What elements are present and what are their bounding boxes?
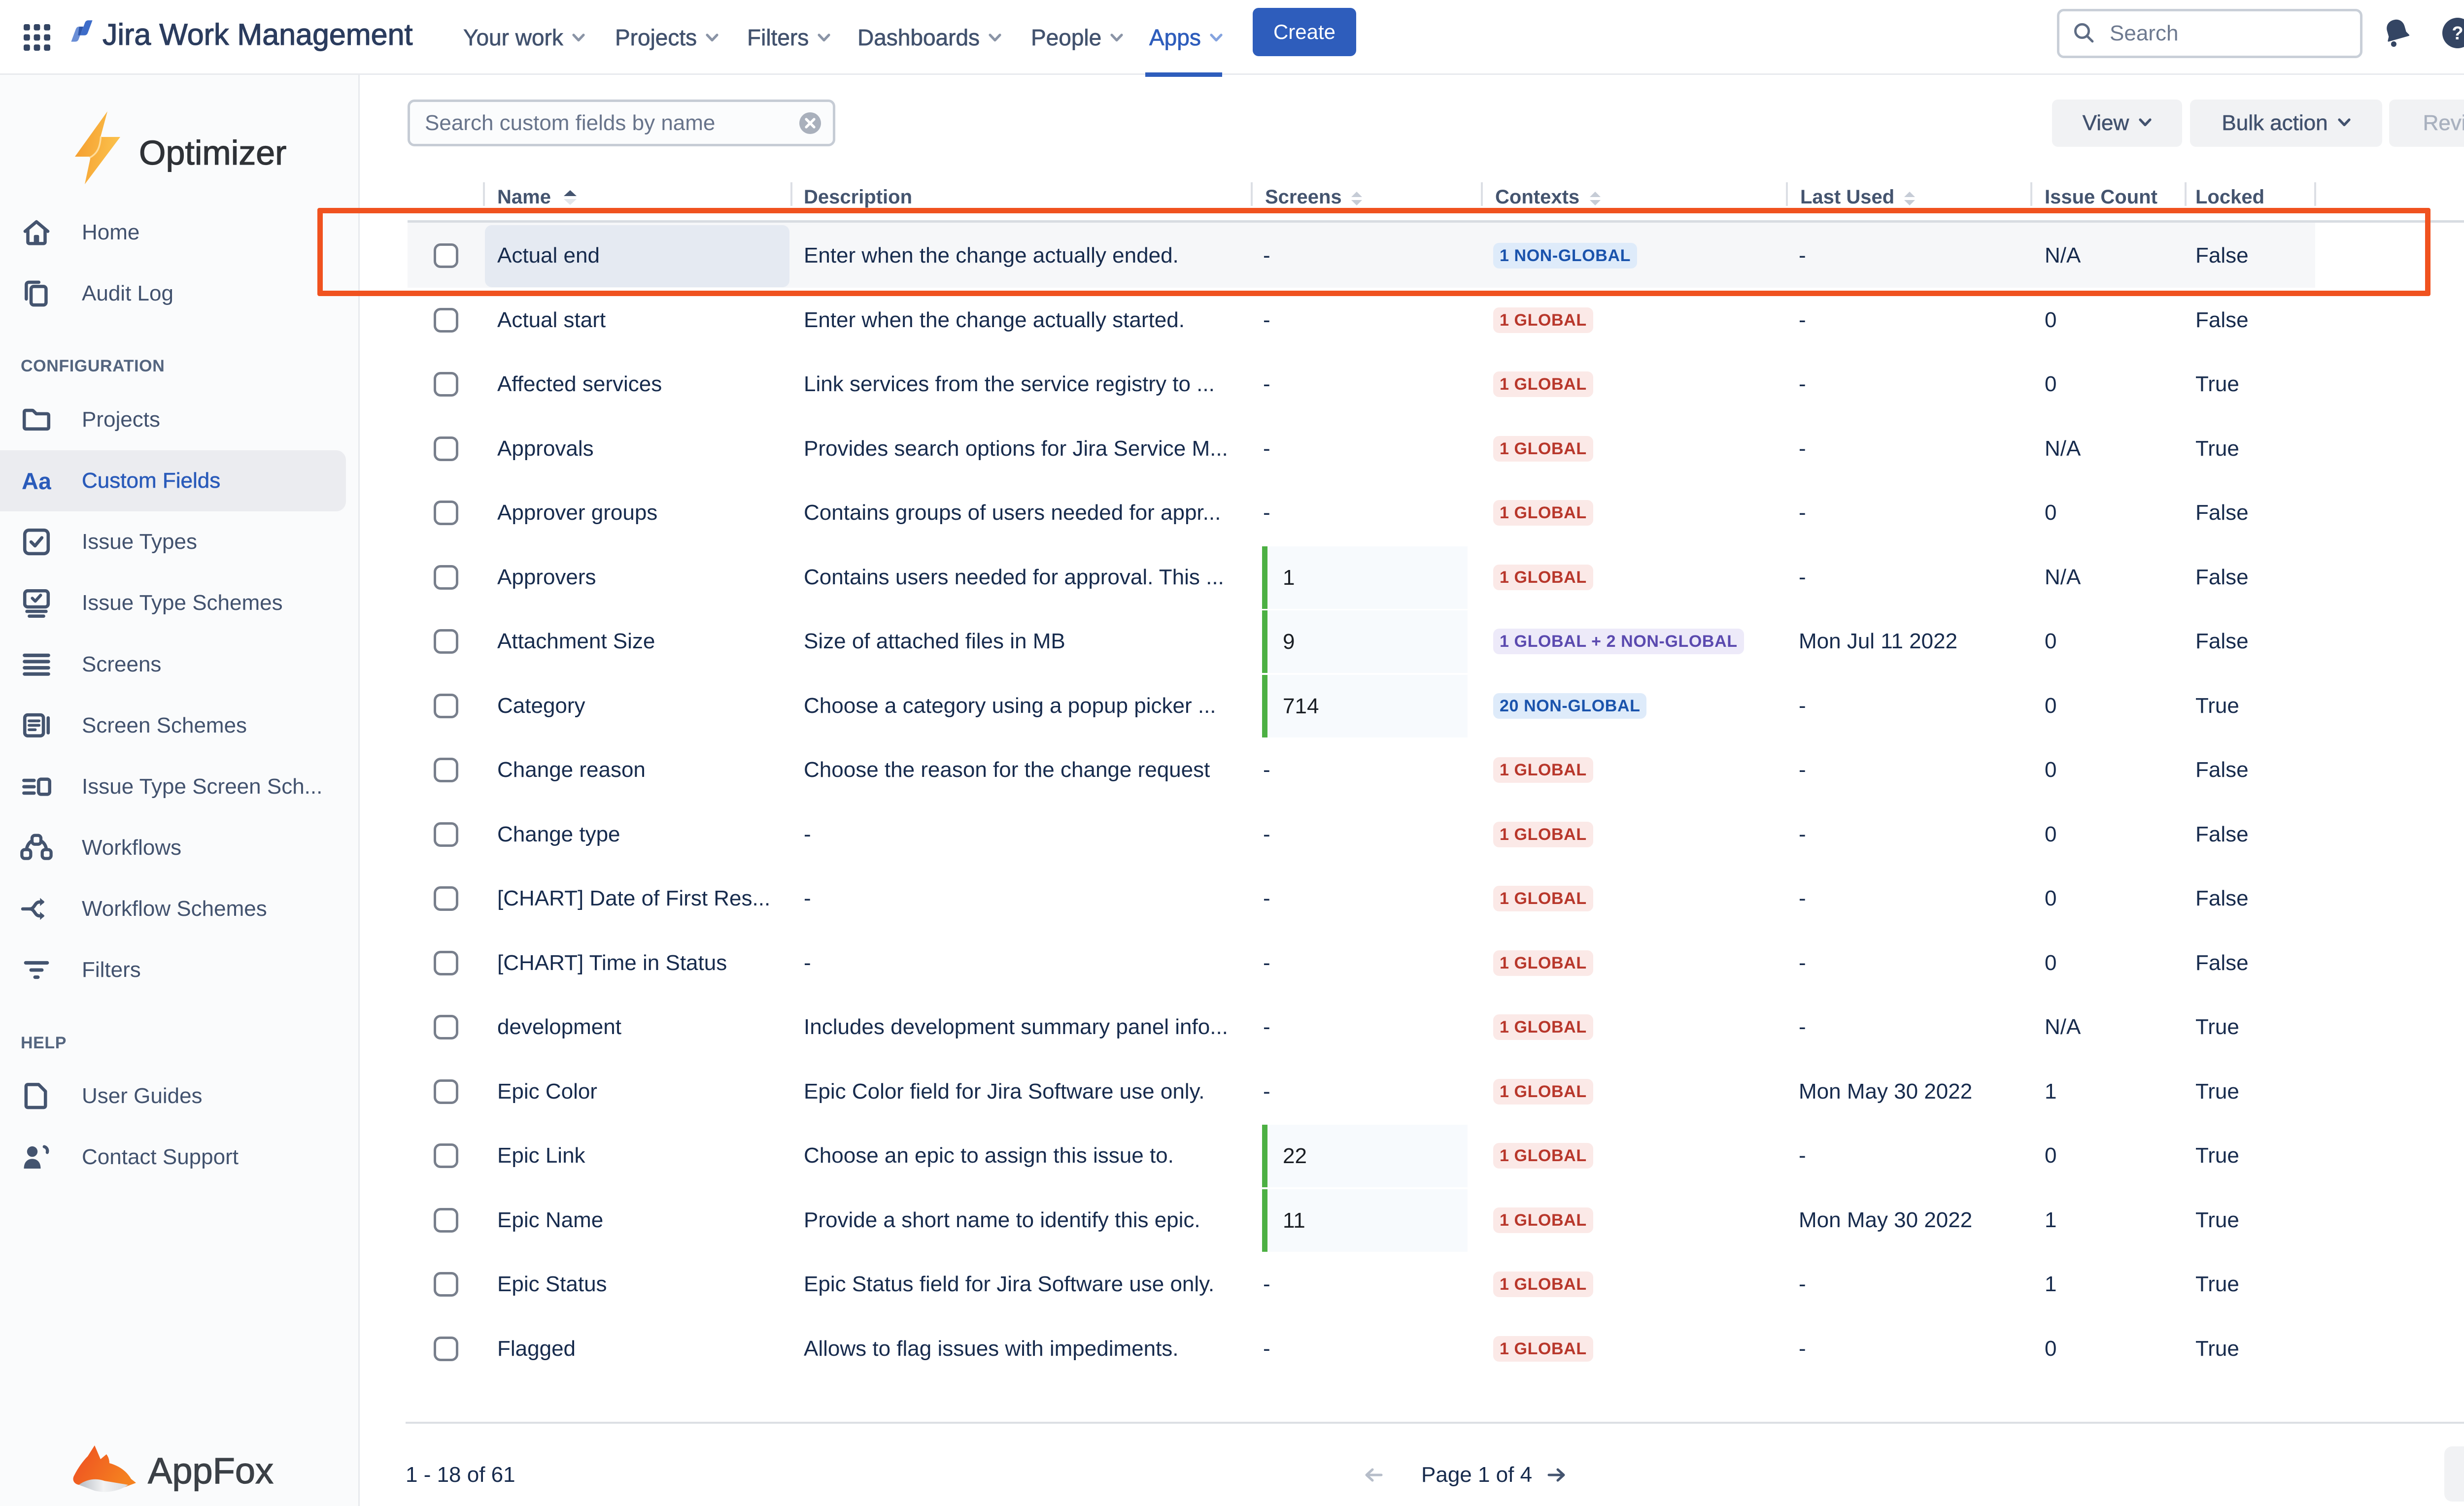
svg-text:?: ?: [2452, 23, 2463, 44]
svg-text:Aa: Aa: [22, 468, 51, 494]
